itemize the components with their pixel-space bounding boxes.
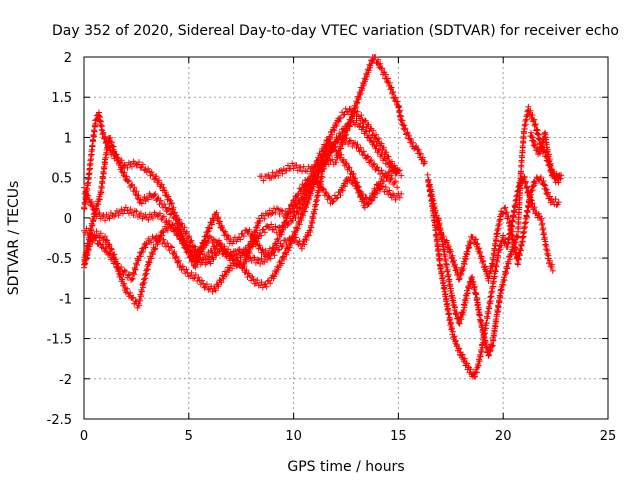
y-tick-label: 1.5 [51,91,72,106]
x-tick-label: 0 [80,429,88,444]
x-tick-label: 10 [285,429,302,444]
y-tick-label: 2 [64,51,72,66]
y-tick-label: -0.5 [47,252,72,267]
y-tick-label: 0 [64,212,72,227]
x-axis-label: GPS time / hours [287,459,404,475]
y-tick-label: -2 [59,373,72,388]
plus-marker-trace [424,171,556,380]
x-tick-label: 15 [390,429,407,444]
plus-marker-trace [81,105,401,295]
x-tick-label: 20 [495,429,512,444]
plus-marker-trace [527,129,562,182]
plus-marker-trace [257,54,428,184]
plus-marker-trace [81,166,400,311]
y-tick-label: -1.5 [47,333,72,348]
axis-ticks: 0 5 10 15 20 25 -2.5 -2 -1.5 -1 -0.5 0 0.5 1 1.5 2 [47,51,617,444]
series-trace-7 [424,171,556,380]
plus-marker-trace [435,103,565,359]
x-tick-label: 25 [600,429,617,444]
chart-title: Day 352 of 2020, Sidereal Day-to-day VTE… [52,23,619,39]
plus-marker-trace [81,134,405,268]
series-trace-5 [81,166,400,311]
plot-area-frame [83,56,609,420]
series-trace-10 [527,129,562,182]
y-tick-label: -1 [59,292,72,307]
series-trace-6 [257,54,428,184]
series-trace-4 [81,134,405,268]
y-tick-label: -2.5 [47,413,72,428]
x-tick-label: 5 [185,429,193,444]
y-tick-label: 0.5 [51,172,72,187]
series-trace-1 [81,109,401,267]
y-tick-label: 1 [64,131,72,146]
series-trace-3 [81,105,401,295]
y-axis-label: SDTVAR / TECUs [6,181,22,296]
series-trace-9 [435,103,565,359]
data-marks [81,54,565,380]
plus-marker-trace [81,109,401,267]
